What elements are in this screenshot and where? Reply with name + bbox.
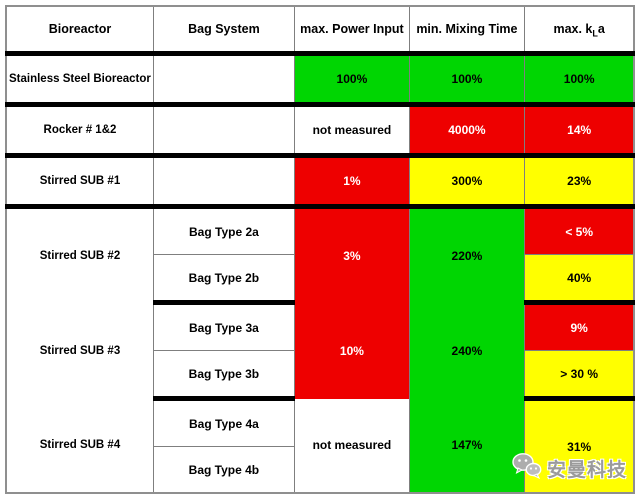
cell-sub1-mixing: 300% — [409, 155, 525, 209]
cell-sub1-kla: 23% — [524, 155, 635, 209]
cell-sub2-mixing: 220% — [409, 206, 525, 303]
cell-stainless-power: 100% — [294, 53, 410, 107]
cell-sub3-bag-a: Bag Type 3a — [153, 302, 295, 351]
cell-sub3-kla-b: > 30 % — [524, 350, 635, 401]
cell-sub1-name: Stirred SUB #1 — [6, 155, 154, 209]
row-sub4-a: Stirred SUB #4 Bag Type 4a not measured … — [6, 398, 635, 493]
cell-sub3-bag-b: Bag Type 3b — [153, 350, 295, 401]
col-header-kla: max. kLa — [524, 6, 635, 56]
row-sub1: Stirred SUB #1 1% 300% 23% — [6, 155, 635, 209]
cell-rocker-power: not measured — [294, 104, 410, 158]
row-sub3-b: Bag Type 3b > 30 % — [6, 350, 635, 401]
cell-sub3-power: 10% — [294, 302, 410, 399]
cell-sub2-power: 3% — [294, 206, 410, 303]
col-header-bioreactor: Bioreactor — [6, 6, 154, 56]
cell-sub1-power: 1% — [294, 155, 410, 209]
cell-sub4-bag-a: Bag Type 4a — [153, 398, 295, 447]
cell-sub4-power: not measured — [294, 398, 410, 493]
kla-subscript: L — [592, 28, 598, 39]
col-header-mixing-time: min. Mixing Time — [409, 6, 525, 56]
col-header-power-input: max. Power Input — [294, 6, 410, 56]
cell-sub3-kla-a: 9% — [524, 302, 635, 351]
cell-rocker-kla: 14% — [524, 104, 635, 158]
comparison-table: Bioreactor Bag System max. Power Input m… — [5, 5, 636, 494]
row-sub3-a: Stirred SUB #3 Bag Type 3a 10% 240% 9% — [6, 302, 635, 399]
cell-sub2-kla-b: 40% — [524, 254, 635, 305]
cell-stainless-mixing: 100% — [409, 53, 525, 107]
row-sub4-b: Bag Type 4b — [6, 446, 634, 493]
table-header-row: Bioreactor Bag System max. Power Input m… — [6, 6, 635, 56]
cell-sub2-kla-a: < 5% — [524, 206, 635, 255]
cell-sub2-name: Stirred SUB #2 — [6, 206, 154, 303]
row-rocker: Rocker # 1&2 not measured 4000% 14% — [6, 104, 635, 158]
cell-sub2-bag-a: Bag Type 2a — [153, 206, 295, 255]
cell-sub4-bag-b: Bag Type 4b — [153, 446, 295, 493]
cell-sub4-kla: 31% — [524, 398, 635, 493]
cell-stainless-kla: 100% — [524, 53, 635, 107]
cell-sub3-name: Stirred SUB #3 — [6, 302, 154, 399]
col-header-bag-system: Bag System — [153, 6, 295, 56]
cell-stainless-bag — [153, 53, 295, 107]
cell-rocker-name: Rocker # 1&2 — [6, 104, 154, 158]
cell-rocker-mixing: 4000% — [409, 104, 525, 158]
row-sub2-a: Stirred SUB #2 Bag Type 2a 3% 220% < 5% — [6, 206, 635, 303]
cell-sub3-mixing: 240% — [409, 302, 525, 399]
cell-sub1-bag — [153, 155, 295, 209]
cell-sub2-bag-b: Bag Type 2b — [153, 254, 295, 305]
cell-sub4-name: Stirred SUB #4 — [6, 398, 154, 493]
row-stainless-steel: Stainless Steel Bioreactor 100% 100% 100… — [6, 53, 635, 107]
cell-rocker-bag — [153, 104, 295, 158]
cell-sub4-mixing: 147% — [409, 398, 525, 493]
cell-stainless-name: Stainless Steel Bioreactor — [6, 53, 154, 107]
row-sub2-b: Bag Type 2b 40% — [6, 254, 635, 305]
